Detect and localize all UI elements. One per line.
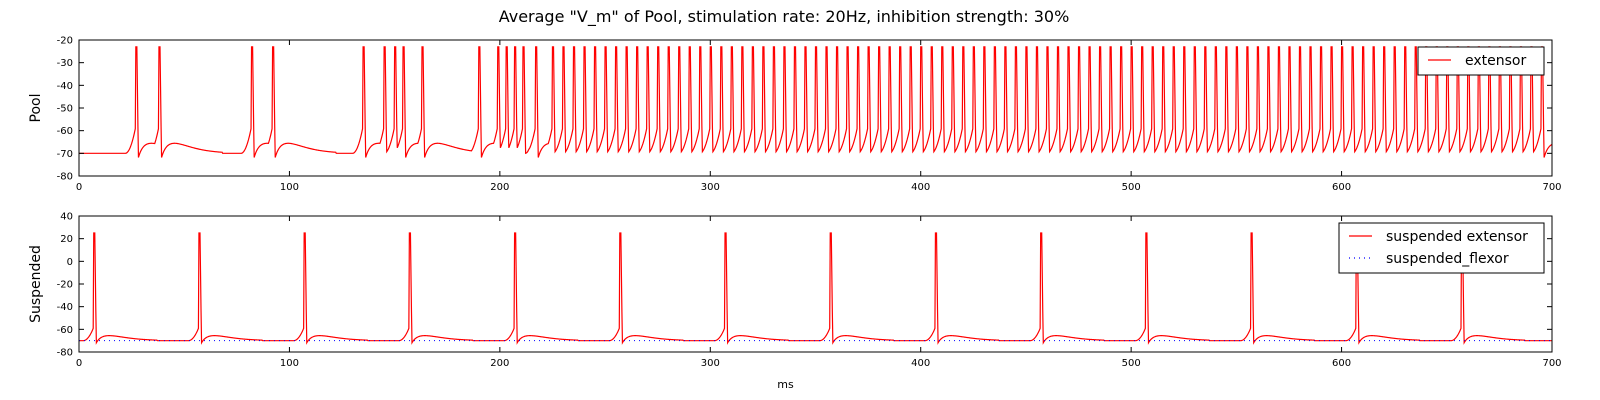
y-tick-label: -30	[57, 58, 73, 69]
x-tick-label: 0	[76, 182, 82, 193]
x-tick-label: 700	[1542, 182, 1561, 193]
y-tick-label: 0	[67, 257, 73, 268]
legend: suspended extensor suspended_flexor	[1338, 222, 1545, 274]
x-tick-label: 500	[1122, 358, 1141, 369]
pool-panel: 0 100 200 300 400 500 600 700 -20 -30 -40 -50 -60 -70…	[28, 36, 1562, 194]
y-tick-label: -20	[57, 36, 73, 47]
y-tick-label: -60	[57, 126, 73, 137]
y-tick-label: -20	[57, 280, 73, 291]
x-tick-label: 300	[701, 182, 720, 193]
x-axis-title: ms	[777, 378, 794, 391]
x-tick-label: 300	[701, 358, 720, 369]
legend: extensor	[1417, 46, 1545, 76]
y-tick-label: -60	[57, 325, 73, 336]
x-tick-label: 600	[1332, 358, 1351, 369]
y-tick-label: 20	[60, 234, 73, 245]
x-tick-label: 500	[1122, 182, 1141, 193]
x-tick-label: 400	[911, 358, 930, 369]
legend-label-suspended-extensor: suspended extensor	[1386, 229, 1528, 245]
y-tick-label: -80	[57, 348, 73, 359]
axes-frame	[78, 215, 1553, 353]
series-line-suspended-extensor	[79, 232, 1552, 345]
x-tick-label: 400	[911, 182, 930, 193]
x-tick-label: 200	[490, 358, 509, 369]
x-tick-label: 200	[490, 182, 509, 193]
y-tick-label: -50	[57, 104, 73, 115]
legend-label-suspended-flexor: suspended_flexor	[1386, 251, 1509, 267]
y-tick-label: 40	[60, 212, 73, 223]
y-tick-label: -40	[57, 302, 73, 313]
series-line-extensor	[79, 46, 1552, 158]
legend-box	[1338, 222, 1545, 274]
y-tick-label: -70	[57, 149, 73, 160]
y-tick-label: -80	[57, 172, 73, 183]
x-tick-label: 600	[1332, 182, 1351, 193]
chart-title: Average "V_m" of Pool, stimulation rate:…	[499, 7, 1070, 27]
y-tick-label: -40	[57, 81, 73, 92]
suspended-panel: 0 100 200 300 400 500 600 70040200-20-40-60-80S…	[28, 212, 1562, 392]
x-tick-label: 0	[76, 358, 82, 369]
y-axis-title: Pool	[28, 94, 44, 123]
legend-box	[1417, 46, 1545, 76]
legend-label-extensor: extensor	[1465, 53, 1526, 69]
y-axis-title: Suspended	[28, 245, 44, 323]
x-tick-label: 700	[1542, 358, 1561, 369]
x-tick-label: 100	[280, 182, 299, 193]
x-tick-label: 100	[280, 358, 299, 369]
